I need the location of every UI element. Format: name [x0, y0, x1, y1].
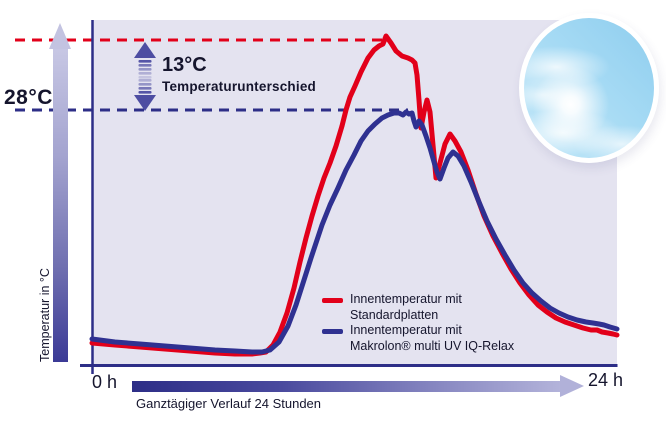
legend-swatch-blue	[322, 329, 343, 334]
sun-sky-image	[519, 13, 659, 163]
x-axis-gradient-arrow	[132, 381, 560, 392]
legend-line: Innentemperatur mit	[350, 292, 462, 306]
y-axis-label: Temperatur in °C	[38, 268, 52, 362]
y-axis-gradient-arrow	[53, 48, 68, 362]
label-temperaturunterschied: Temperaturunterschied	[162, 79, 316, 94]
label-13-degrees-difference: 13°C	[162, 54, 207, 76]
legend-label: Innentemperatur mit Makrolon® multi UV I…	[350, 323, 514, 354]
x-axis-end-label: 24 h	[588, 370, 624, 390]
x-axis-arrow-head-icon	[560, 375, 584, 397]
label-28-degrees: 28°C	[4, 86, 53, 109]
legend-item-makrolon: Innentemperatur mit Makrolon® multi UV I…	[322, 323, 514, 354]
legend-line: Standardplatten	[350, 307, 439, 322]
legend-swatch-red	[322, 298, 343, 303]
x-axis-start-label: 0 h	[92, 372, 118, 392]
legend: Innentemperatur mit Standardplatten Inne…	[322, 292, 514, 354]
legend-line: Makrolon® multi UV IQ-Relax	[350, 338, 515, 353]
y-axis-arrow-head-icon	[49, 23, 71, 49]
x-axis-caption: Ganztägiger Verlauf 24 Stunden	[136, 396, 322, 411]
legend-label: Innentemperatur mit Standardplatten	[350, 292, 462, 323]
legend-line: Innentemperatur mit	[350, 323, 462, 337]
legend-item-standardplatten: Innentemperatur mit Standardplatten	[322, 292, 514, 323]
